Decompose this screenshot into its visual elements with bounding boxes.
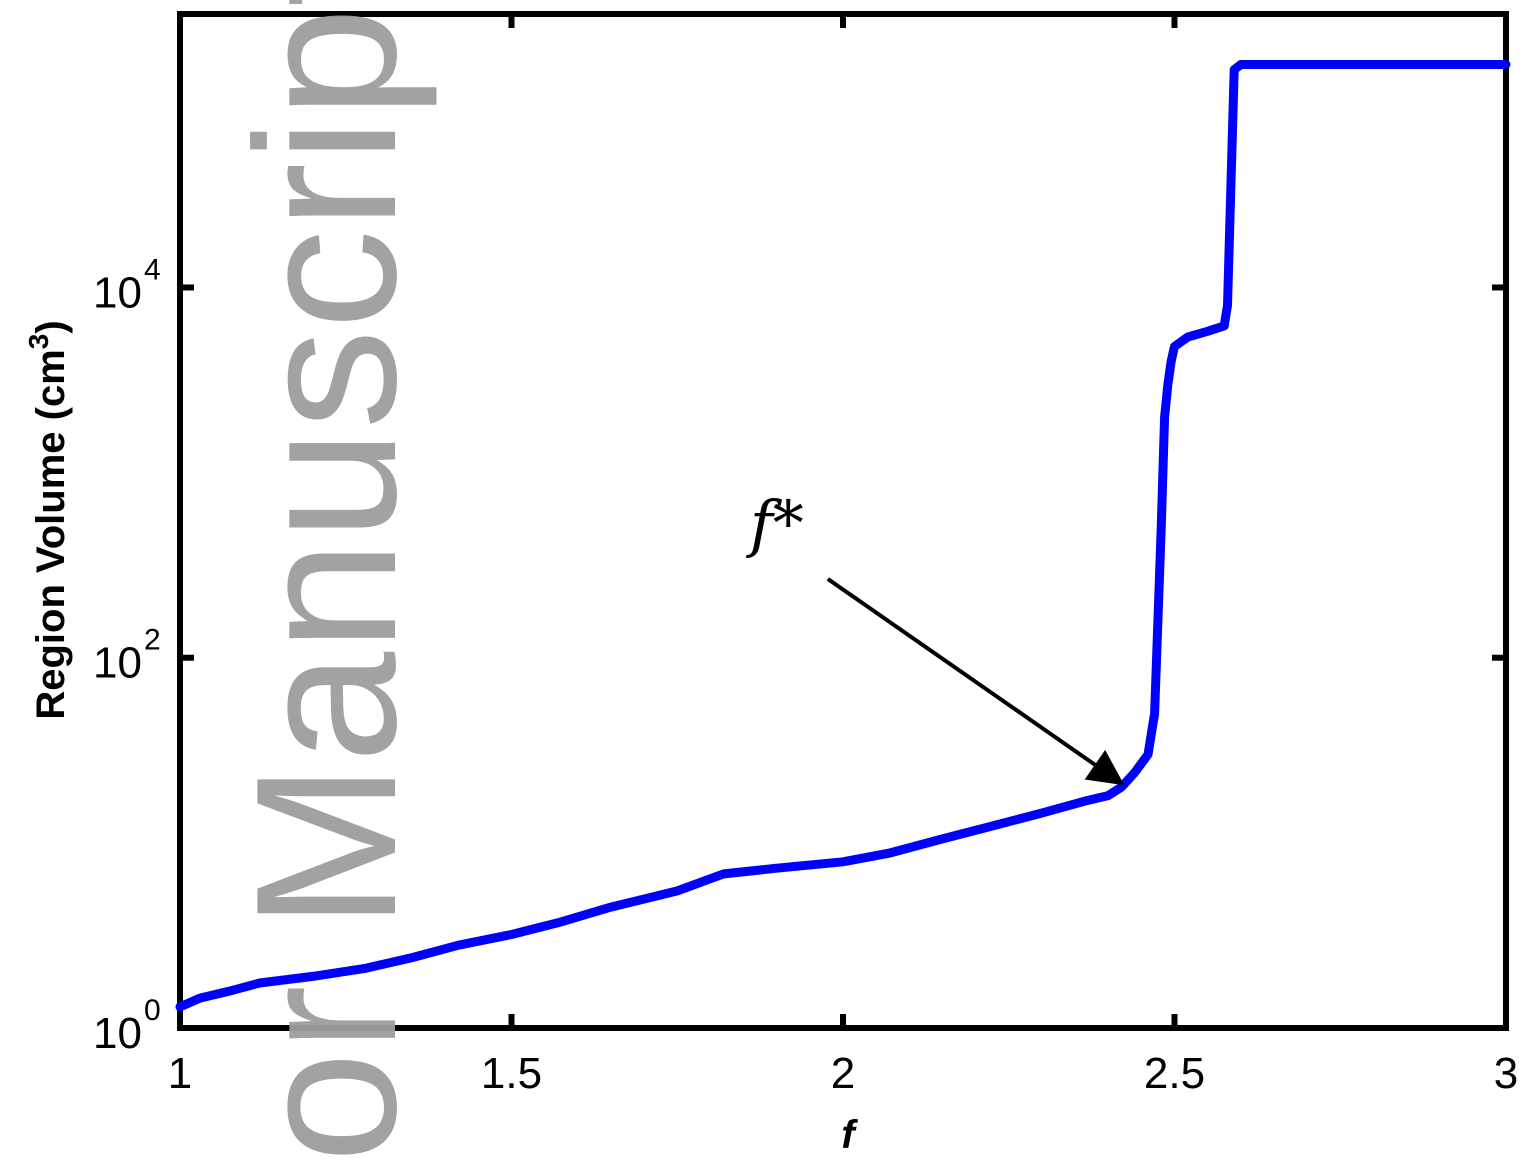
y-axis-title: Region Volume (cm3)	[23, 320, 73, 719]
series-line-0	[175, 60, 1511, 1012]
tick-marks	[177, 14, 1509, 1031]
x-tick-label-3: 2.5	[1144, 1049, 1205, 1098]
y-tick-label-exp-0: 0	[144, 994, 161, 1027]
x-axis-title: f	[841, 1113, 858, 1157]
annotation-layer: f*	[746, 487, 1125, 786]
y-tick-label-exp-1: 2	[144, 624, 161, 657]
x-tick-label-4: 3	[1494, 1049, 1518, 1098]
y-tick-label-base-1: 10	[93, 639, 142, 688]
x-tick-label-0: 1	[168, 1049, 192, 1098]
y-axis-title-sup: 3	[23, 334, 54, 350]
y-axis-title-main: Region Volume (cm	[29, 349, 73, 719]
watermark-text: or Manuscript	[215, 0, 438, 1163]
annotation-arrow-0	[826, 577, 1125, 786]
y-tick-label-base-2: 10	[93, 268, 142, 317]
x-tick-label-2: 2	[831, 1049, 855, 1098]
y-tick-label-exp-2: 4	[144, 253, 161, 286]
series-layer	[175, 60, 1511, 1012]
y-tick-label-base-0: 10	[93, 1009, 142, 1058]
annotation-label-0: f*	[746, 487, 804, 560]
x-tick-label-1: 1.5	[481, 1049, 542, 1098]
y-axis-title-close: )	[29, 320, 73, 333]
